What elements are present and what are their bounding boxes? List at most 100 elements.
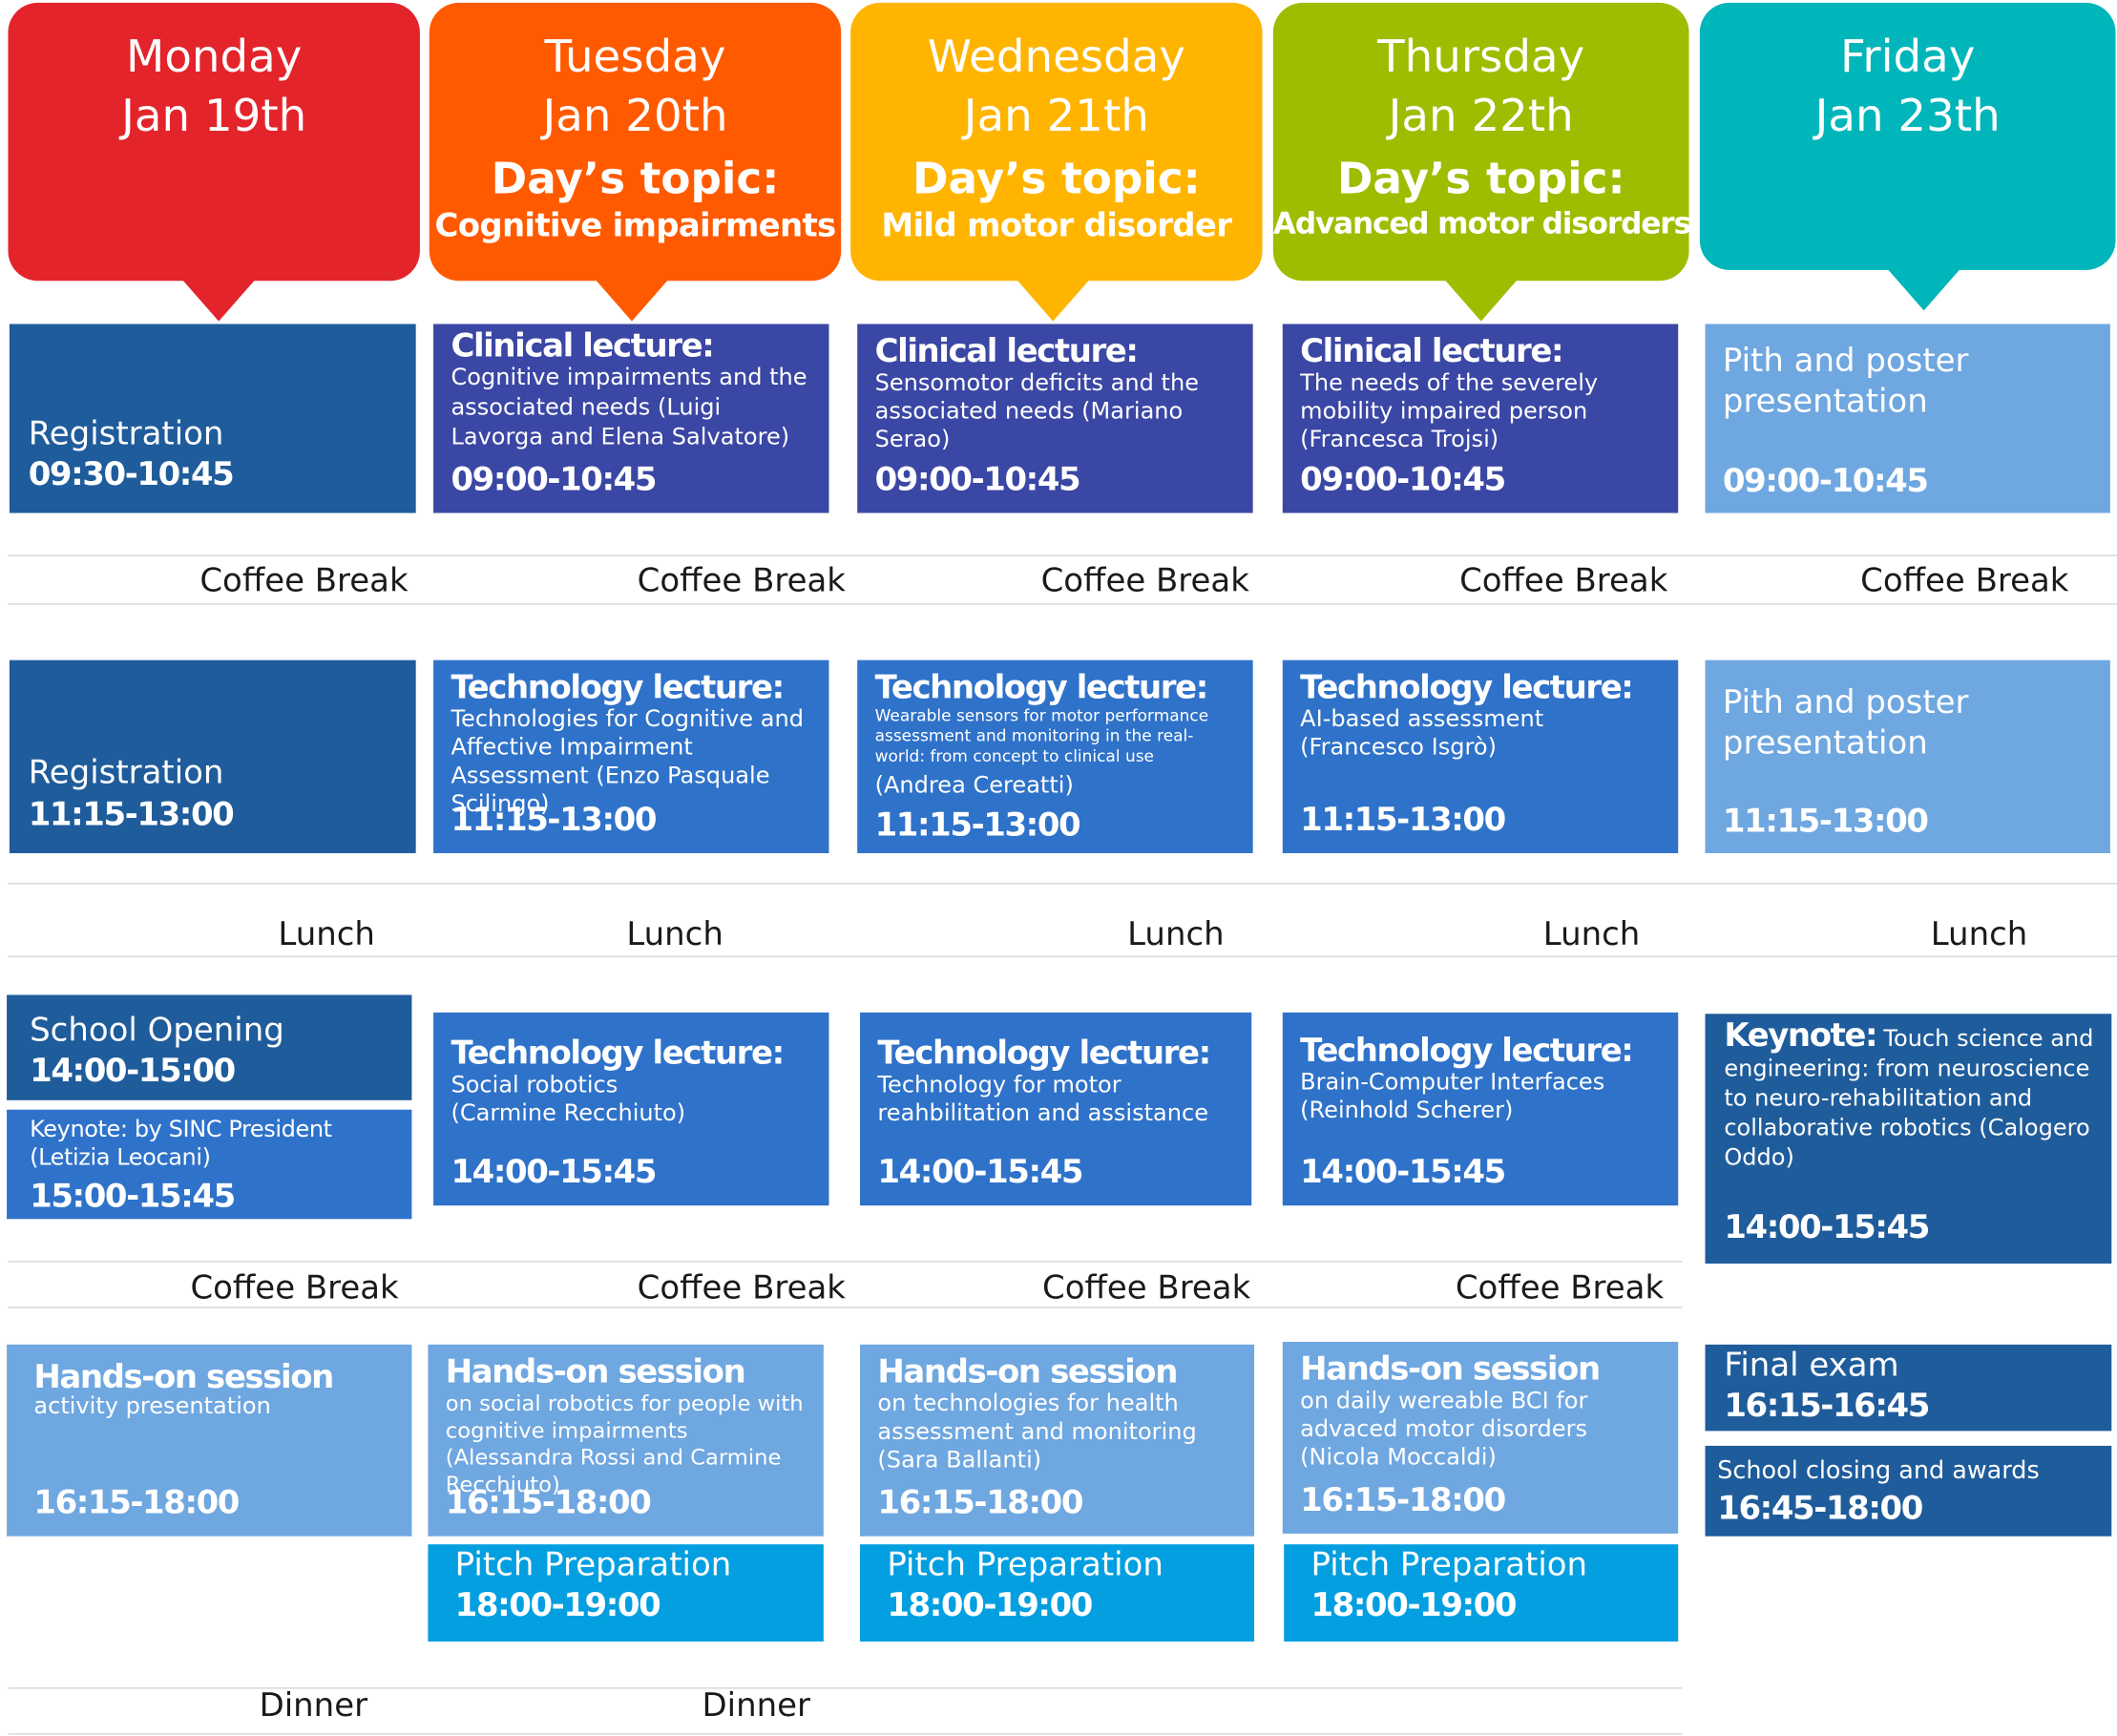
friday-school-closing: School closing and awards 16:45-18:00 (1705, 1445, 2112, 1537)
session-heading: Keynote: (1724, 1016, 1877, 1055)
tuesday-clinical-lecture: Clinical lecture: Cognitive impairments … (433, 324, 829, 513)
day-header-friday: Friday Jan 23th (1699, 2, 2116, 311)
session-heading: Clinical lecture: (1300, 331, 1563, 370)
session-description: Cognitive impairments and the associated… (451, 364, 807, 451)
separator-line (8, 603, 2117, 605)
session-description: Brain-Computer Interfaces (Reinhold Sche… (1300, 1069, 1605, 1125)
session-time: 09:00-10:45 (1722, 461, 1929, 500)
session-time: 09:00-10:45 (874, 460, 1081, 498)
lunch-label: Lunch (1930, 915, 2028, 953)
wednesday-technology-lecture-2: Technology lecture: Technology for motor… (860, 1012, 1252, 1206)
day-header-tuesday: Tuesday Jan 20th Day’s topic: Cognitive … (429, 2, 842, 322)
session-time: 09:00-10:45 (451, 460, 657, 498)
coffee-break-label: Coffee Break (1459, 561, 1668, 600)
wednesday-clinical-lecture: Clinical lecture: Sensomotor deficits an… (857, 324, 1253, 513)
monday-school-opening: School Opening 14:00-15:00 (7, 994, 412, 1100)
separator-line (8, 1733, 1683, 1735)
tuesday-pitch-preparation: Pitch Preparation 18:00-19:00 (428, 1544, 824, 1642)
topic-label: Day’s topic: (491, 152, 780, 204)
session-title: Registration (28, 753, 224, 791)
separator-line (8, 883, 2117, 885)
session-time: 16:45-18:00 (1717, 1489, 1923, 1527)
session-description: Touch science and engineering: from neur… (1724, 1026, 2094, 1172)
friday-final-exam: Final exam 16:15-16:45 (1705, 1344, 2112, 1432)
day-name: Wednesday (927, 30, 1185, 83)
monday-registration-late: Registration 11:15-13:00 (9, 659, 416, 853)
session-time: 09:00-10:45 (1300, 460, 1506, 498)
day-date: Jan 21th (963, 89, 1149, 142)
lunch-label: Lunch (1127, 915, 1225, 953)
tuesday-hands-on: Hands-on session on social robotics for … (428, 1344, 824, 1537)
session-speaker: (Andrea Cereatti) (874, 772, 1074, 800)
friday-pitch-poster-morning: Pith and poster presentation 09:00-10:45 (1705, 324, 2110, 513)
friday-keynote: Keynote: Touch science and engineering: … (1705, 1014, 2112, 1264)
topic-label: Day’s topic: (1336, 152, 1625, 204)
separator-line (8, 955, 2117, 957)
separator-line (8, 1261, 1683, 1263)
session-time: 14:00-15:45 (1724, 1207, 1930, 1246)
session-time: 16:15-16:45 (1724, 1386, 1930, 1425)
coffee-break-label: Coffee Break (637, 1268, 846, 1307)
session-title: Pith and poster presentation (1722, 682, 1969, 762)
session-heading: Hands-on session (33, 1357, 334, 1396)
thursday-technology-lecture-1: Technology lecture: AI-based assessment … (1282, 659, 1679, 853)
session-time: 16:15-18:00 (33, 1483, 240, 1522)
session-title: Pith and poster presentation (1722, 341, 1969, 420)
callout-pointer (180, 278, 257, 322)
session-title: School closing and awards (1717, 1456, 2040, 1485)
day-header-monday: Monday Jan 19th (8, 2, 420, 322)
session-title: Pitch Preparation (887, 1545, 1163, 1584)
thursday-hands-on: Hands-on session on daily wereable BCI f… (1282, 1342, 1679, 1534)
session-time: 14:00-15:45 (1300, 1152, 1506, 1191)
coffee-break-label: Coffee Break (637, 561, 846, 600)
session-heading: Hands-on session (445, 1352, 746, 1391)
session-title: Pitch Preparation (1310, 1545, 1588, 1584)
session-time: 11:15-13:00 (451, 800, 657, 839)
thursday-pitch-preparation: Pitch Preparation 18:00-19:00 (1284, 1544, 1679, 1642)
session-heading: Technology lecture: (877, 1034, 1211, 1073)
callout-pointer (594, 278, 670, 322)
separator-line (8, 554, 2117, 556)
coffee-break-label: Coffee Break (1040, 561, 1249, 600)
topic-label: Day’s topic: (912, 152, 1201, 204)
session-time: 11:15-13:00 (1722, 802, 1929, 840)
session-heading: Technology lecture: (1300, 668, 1634, 706)
session-title: Pitch Preparation (454, 1545, 732, 1584)
day-name: Friday (1839, 30, 1976, 83)
session-heading: Technology lecture: (451, 1034, 785, 1073)
session-time: 16:15-18:00 (445, 1483, 652, 1522)
session-heading: Clinical lecture: (451, 326, 714, 365)
wednesday-technology-lecture-1: Technology lecture: Wearable sensors for… (857, 659, 1253, 853)
session-time: 09:30-10:45 (28, 454, 235, 493)
session-description: on daily wereable BCI for advaced motor … (1300, 1388, 1588, 1472)
lunch-label: Lunch (626, 915, 723, 953)
tuesday-technology-lecture-2: Technology lecture: Social robotics (Car… (433, 1012, 829, 1206)
thursday-clinical-lecture: Clinical lecture: The needs of the sever… (1282, 324, 1679, 513)
session-description: AI-based assessment (Francesco Isgrò) (1300, 705, 1544, 762)
session-heading: Hands-on session (1300, 1349, 1601, 1389)
session-title: Registration (28, 414, 224, 452)
day-date: Jan 23th (1814, 89, 2001, 142)
day-date: Jan 20th (542, 89, 728, 142)
callout-pointer (1443, 278, 1520, 322)
session-time: 11:15-13:00 (874, 805, 1081, 845)
session-title: School Opening (30, 1011, 284, 1050)
coffee-break-label: Coffee Break (1860, 561, 2069, 600)
topic-title: Cognitive impairments (434, 206, 837, 245)
coffee-break-label: Coffee Break (1455, 1268, 1665, 1307)
session-time: 18:00-19:00 (454, 1586, 661, 1624)
separator-line (8, 1687, 1683, 1689)
wednesday-hands-on: Hands-on session on technologies for hea… (860, 1344, 1255, 1537)
callout-pointer (1015, 278, 1091, 322)
friday-pitch-poster-late: Pith and poster presentation 11:15-13:00 (1705, 659, 2110, 853)
topic-title: Mild motor disorder (881, 206, 1232, 245)
lunch-label: Lunch (278, 915, 375, 953)
session-time: 16:15-18:00 (877, 1483, 1083, 1522)
session-description: Technology for motor reahbilitation and … (877, 1072, 1209, 1128)
coffee-break-label: Coffee Break (1041, 1268, 1251, 1307)
session-heading: Technology lecture: (451, 668, 785, 706)
day-date: Jan 19th (121, 89, 307, 142)
session-heading: Hands-on session (877, 1352, 1178, 1391)
session-description: Wearable sensors for motor performance a… (874, 705, 1209, 766)
topic-title: Advanced motor disorders (1272, 207, 1691, 242)
